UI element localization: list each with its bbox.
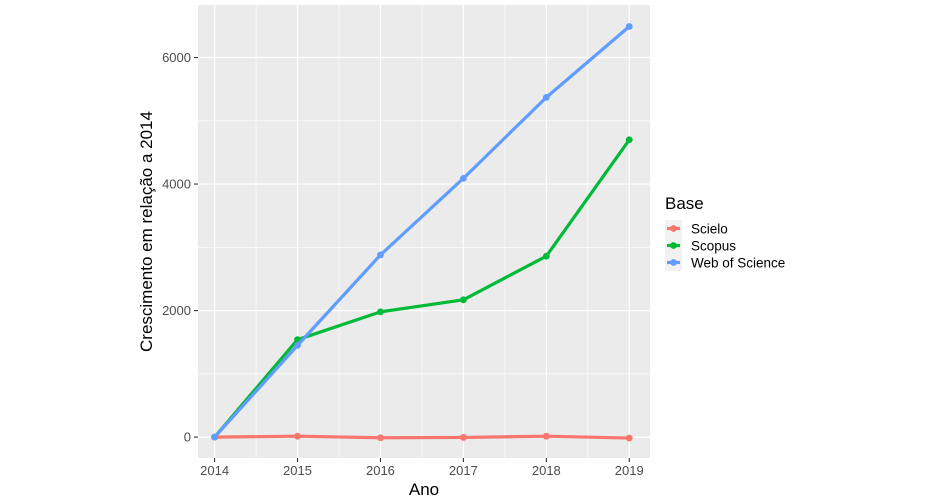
data-point-web-of-science [459,174,467,182]
data-point-web-of-science [625,23,633,30]
y-tick-label: 4000 [162,177,191,192]
y-tick-label: 6000 [162,50,191,65]
data-point-scopus [459,296,467,304]
legend-key-point-web-of-science [670,259,677,266]
data-point-scopus [377,308,384,316]
major-gridlines [198,5,650,458]
x-axis: 2014 2015 2016 2017 2018 2019 [200,458,644,478]
legend: Base Scielo Scopus Web of Science [665,194,785,271]
y-axis-title: Crescimento em relação a 2014 [137,111,156,352]
data-point-scielo [542,432,550,440]
series-line-web-of-science [212,24,631,439]
data-point-scielo [377,434,384,442]
data-point-scopus [625,136,633,144]
x-tick-label: 2017 [449,463,478,478]
legend-key-point-scielo [670,225,677,232]
legend-title: Base [665,194,704,213]
y-tick-label: 0 [184,430,191,445]
series-line-scopus [212,138,631,439]
y-axis: 0 2000 4000 6000 [162,50,198,445]
series-layer [211,23,633,442]
legend-label-web-of-science: Web of Science [691,256,785,271]
series-line-scielo [212,434,631,440]
data-point-web-of-science [294,341,301,349]
x-tick-label: 2014 [200,463,229,478]
x-tick-label: 2015 [283,463,312,478]
data-point-web-of-science [542,93,550,101]
plot-panel [198,5,650,458]
data-point-scielo [294,432,301,440]
series-web-of-science [211,23,633,441]
legend-items: Scielo Scopus Web of Science [665,220,785,271]
x-axis-title: Ano [409,480,439,499]
legend-key-point-scopus [670,242,677,249]
x-tick-label: 2019 [615,463,644,478]
x-tick-label: 2016 [366,463,395,478]
legend-item-scopus: Scopus [665,237,736,254]
data-point-web-of-science [377,251,384,259]
data-point-web-of-science [211,433,218,441]
y-tick-label: 2000 [162,303,191,318]
legend-label-scielo: Scielo [691,222,728,237]
legend-label-scopus: Scopus [691,239,736,254]
legend-item-scielo: Scielo [665,220,728,237]
data-point-scopus [542,252,550,260]
legend-item-web-of-science: Web of Science [665,254,785,271]
data-point-scielo [625,434,633,442]
x-tick-label: 2018 [532,463,561,478]
data-point-scielo [459,434,467,441]
